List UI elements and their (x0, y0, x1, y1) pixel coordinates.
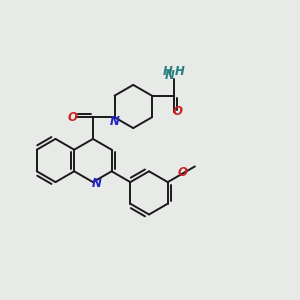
Text: N: N (110, 115, 119, 128)
Text: O: O (68, 111, 78, 124)
Text: H: H (175, 65, 184, 78)
Text: N: N (92, 177, 102, 190)
Text: H: H (163, 65, 173, 78)
Text: O: O (177, 166, 187, 178)
Text: N: N (164, 69, 174, 82)
Text: O: O (172, 105, 182, 119)
